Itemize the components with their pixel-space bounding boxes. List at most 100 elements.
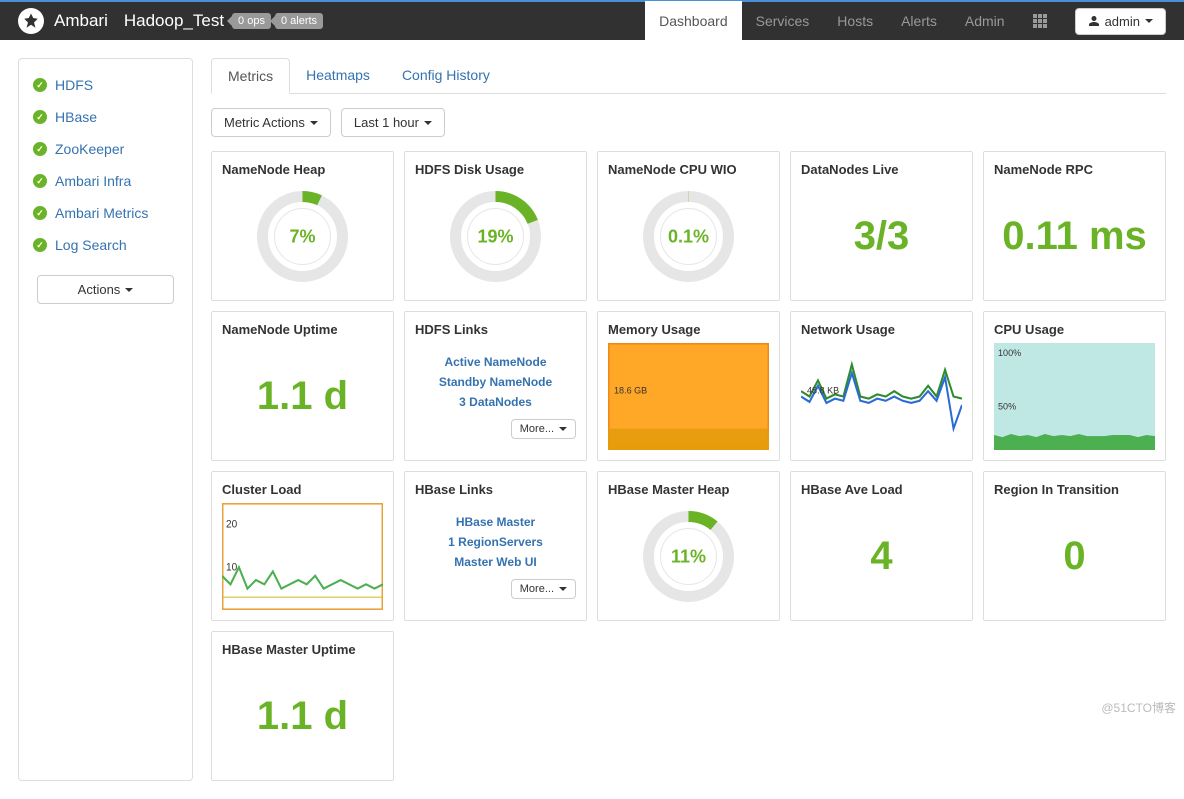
svg-text:50%: 50% [998, 401, 1016, 411]
widget-title: HDFS Disk Usage [415, 162, 576, 177]
donut-chart: 11% [641, 509, 736, 604]
widget-link[interactable]: Standby NameNode [439, 375, 552, 389]
widget-title: HBase Ave Load [801, 482, 962, 497]
donut-chart: 0.1% [641, 189, 736, 284]
widget-title: NameNode CPU WIO [608, 162, 769, 177]
sidebar-item-label: Ambari Metrics [55, 205, 148, 221]
tab-metrics[interactable]: Metrics [211, 58, 290, 94]
svg-text:18.6 GB: 18.6 GB [614, 385, 647, 395]
widget-link[interactable]: HBase Master [456, 515, 535, 529]
ops-badge[interactable]: 0 ops [232, 13, 271, 29]
toolbar: Metric Actions Last 1 hour [211, 108, 1166, 137]
status-ok-icon [33, 238, 47, 252]
tab-config-history[interactable]: Config History [386, 58, 506, 93]
sidebar-item-hdfs[interactable]: HDFS [19, 69, 192, 101]
big-number: 0.11 ms [1002, 214, 1147, 259]
status-ok-icon [33, 78, 47, 92]
widget-title: Memory Usage [608, 322, 769, 337]
user-icon [1088, 15, 1100, 27]
widget-title: HBase Links [415, 482, 576, 497]
time-range-button[interactable]: Last 1 hour [341, 108, 445, 137]
widget-hbase-links[interactable]: HBase Links HBase Master 1 RegionServers Ma… [404, 471, 587, 621]
widget-hbase-load[interactable]: HBase Ave Load 4 [790, 471, 973, 621]
sidebar-actions-button[interactable]: Actions [37, 275, 174, 304]
watermark: @51CTO博客 [1101, 699, 1176, 716]
dashboard-tabs: MetricsHeatmapsConfig History [211, 58, 1166, 94]
widget-link[interactable]: Master Web UI [454, 555, 536, 569]
status-ok-icon [33, 110, 47, 124]
brand-logo [18, 8, 44, 34]
widget-hbase-uptime[interactable]: HBase Master Uptime 1.1 d [211, 631, 394, 781]
tab-heatmaps[interactable]: Heatmaps [290, 58, 386, 93]
widget-title: HBase Master Uptime [222, 642, 383, 657]
user-menu-button[interactable]: admin [1075, 8, 1166, 35]
widget-hdfs-disk[interactable]: HDFS Disk Usage 19% [404, 151, 587, 301]
big-number: 1.1 d [257, 694, 348, 739]
widget-nn-rpc[interactable]: NameNode RPC 0.11 ms [983, 151, 1166, 301]
widget-region-trans[interactable]: Region In Transition0 [983, 471, 1166, 621]
sidebar-item-log-search[interactable]: Log Search [19, 229, 192, 261]
status-ok-icon [33, 206, 47, 220]
sidebar-item-zookeeper[interactable]: ZooKeeper [19, 133, 192, 165]
more-button[interactable]: More... [511, 419, 576, 439]
widget-title: NameNode Uptime [222, 322, 383, 337]
widgets-grid: NameNode Heap 7%HDFS Disk Usage 19%NameN… [211, 151, 1166, 781]
nav-admin[interactable]: Admin [951, 1, 1019, 41]
widget-hdfs-links[interactable]: HDFS Links Active NameNode Standby NameNod… [404, 311, 587, 461]
widget-net[interactable]: Network Usage48.8 KB [790, 311, 973, 461]
services-sidebar: HDFS HBase ZooKeeper Ambari Infra Ambari Met… [18, 58, 193, 781]
donut-chart: 19% [448, 189, 543, 284]
links-list: Active NameNode Standby NameNode 3 DataNod… [415, 355, 576, 439]
widget-nn-uptime[interactable]: NameNode Uptime 1.1 d [211, 311, 394, 461]
apps-grid-icon[interactable] [1019, 1, 1061, 41]
widget-title: Network Usage [801, 322, 962, 337]
widget-cpu[interactable]: CPU Usage 100% 50% [983, 311, 1166, 461]
widget-nn-heap[interactable]: NameNode Heap 7% [211, 151, 394, 301]
stacked-chart: 100% 50% [994, 343, 1155, 450]
big-number: 4 [870, 534, 892, 579]
widget-title: CPU Usage [994, 322, 1155, 337]
widget-title: HBase Master Heap [608, 482, 769, 497]
caret-down-icon [1145, 19, 1153, 23]
user-label: admin [1105, 14, 1140, 29]
widget-hbase-heap[interactable]: HBase Master Heap 11% [597, 471, 780, 621]
svg-text:100%: 100% [998, 348, 1021, 358]
widget-cluster-load[interactable]: Cluster Load1020 [211, 471, 394, 621]
widget-link[interactable]: 3 DataNodes [459, 395, 532, 409]
links-list: HBase Master 1 RegionServers Master Web UI… [415, 515, 576, 599]
nav-dashboard[interactable]: Dashboard [645, 1, 742, 41]
caret-down-icon [125, 288, 133, 292]
brand-text[interactable]: Ambari [54, 11, 108, 31]
sidebar-item-label: ZooKeeper [55, 141, 124, 157]
widget-dn-live[interactable]: DataNodes Live 3/3 [790, 151, 973, 301]
donut-chart: 7% [255, 189, 350, 284]
metric-actions-button[interactable]: Metric Actions [211, 108, 331, 137]
widget-title: HDFS Links [415, 322, 576, 337]
widget-title: NameNode Heap [222, 162, 383, 177]
nav-hosts[interactable]: Hosts [823, 1, 887, 41]
big-number: 3/3 [854, 214, 910, 259]
sidebar-item-ambari-metrics[interactable]: Ambari Metrics [19, 197, 192, 229]
widget-title: DataNodes Live [801, 162, 962, 177]
sidebar-item-label: HBase [55, 109, 97, 125]
sidebar-item-hbase[interactable]: HBase [19, 101, 192, 133]
widget-link[interactable]: Active NameNode [444, 355, 546, 369]
line-chart: 1020 [222, 503, 383, 610]
sidebar-item-label: Log Search [55, 237, 127, 253]
sidebar-item-ambari-infra[interactable]: Ambari Infra [19, 165, 192, 197]
big-number: 1.1 d [257, 374, 348, 419]
alerts-badge[interactable]: 0 alerts [275, 13, 323, 29]
area-chart: 18.6 GB [608, 343, 769, 450]
svg-text:20: 20 [226, 519, 237, 530]
widget-mem[interactable]: Memory Usage 18.6 GB [597, 311, 780, 461]
sidebar-item-label: HDFS [55, 77, 93, 93]
nav-alerts[interactable]: Alerts [887, 1, 951, 41]
widget-link[interactable]: 1 RegionServers [448, 535, 543, 549]
cluster-name[interactable]: Hadoop_Test [124, 11, 224, 31]
more-button[interactable]: More... [511, 579, 576, 599]
caret-down-icon [310, 121, 318, 125]
nav-services[interactable]: Services [742, 1, 824, 41]
widget-title: NameNode RPC [994, 162, 1155, 177]
widget-nn-cpu[interactable]: NameNode CPU WIO 0.1% [597, 151, 780, 301]
widget-title: Region In Transition [994, 482, 1155, 497]
